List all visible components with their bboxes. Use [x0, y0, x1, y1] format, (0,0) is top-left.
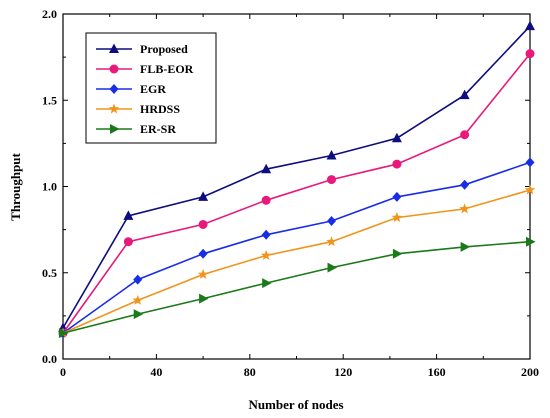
legend-marker — [108, 103, 120, 114]
legend-marker — [109, 43, 119, 53]
y-tick-label: 1.5 — [42, 93, 57, 107]
data-point — [326, 149, 337, 160]
data-point — [262, 278, 272, 289]
y-tick-label: 0.5 — [42, 266, 57, 280]
data-point — [327, 262, 338, 273]
data-point — [524, 184, 536, 195]
legend-marker — [109, 84, 119, 94]
data-point — [132, 294, 143, 305]
data-point — [261, 229, 271, 240]
plot-area: 0 40 80 120 160 200 0.0 0.5 1.0 1.5 2.0 — [42, 7, 539, 379]
legend: Proposed FLB-EOR EGR HRDSS ER-SR — [85, 32, 217, 144]
data-point — [526, 236, 536, 247]
data-point — [460, 130, 470, 140]
data-point — [392, 159, 402, 169]
data-point — [326, 236, 337, 247]
data-point — [199, 293, 209, 304]
legend-label: Proposed — [140, 42, 188, 56]
series-line — [62, 240, 531, 334]
data-point — [123, 237, 133, 247]
data-point — [123, 210, 134, 220]
x-tick-label: 200 — [521, 365, 539, 379]
data-point — [459, 89, 470, 100]
series-layer — [57, 20, 536, 339]
data-point — [59, 328, 69, 339]
data-point — [525, 157, 535, 168]
data-point — [260, 250, 272, 260]
series-line — [62, 161, 531, 334]
data-point — [261, 195, 271, 205]
data-point — [392, 248, 403, 259]
legend-label: EGR — [140, 82, 166, 96]
data-point — [327, 216, 337, 226]
series-line — [62, 189, 531, 334]
data-point — [261, 163, 272, 174]
data-point — [327, 175, 337, 185]
data-point — [459, 203, 470, 214]
data-point — [391, 132, 402, 143]
y-tick-label: 2.0 — [42, 7, 57, 21]
data-point — [133, 274, 143, 285]
series-line — [62, 53, 531, 334]
legend-marker — [109, 64, 119, 74]
series-flb-eor — [58, 49, 535, 338]
legend-label: HRDSS — [140, 102, 180, 116]
data-point — [133, 309, 144, 320]
x-tick-label: 80 — [244, 365, 256, 379]
data-point — [460, 241, 471, 252]
legend-box — [85, 32, 217, 144]
x-tick-label: 0 — [60, 365, 66, 379]
x-axis-title: Number of nodes — [248, 397, 343, 412]
data-point — [197, 268, 209, 279]
data-point — [198, 191, 209, 201]
legend-label: ER-SR — [140, 122, 176, 136]
data-point — [525, 49, 535, 59]
x-tick-label: 40 — [150, 365, 162, 379]
data-point — [198, 248, 208, 259]
data-point — [392, 191, 402, 202]
data-point — [391, 212, 403, 222]
legend-label: FLB-EOR — [140, 62, 194, 76]
data-point — [198, 219, 208, 229]
y-axis-title: Throughput — [8, 152, 23, 220]
data-point — [460, 179, 470, 190]
x-tick-label: 120 — [334, 365, 352, 379]
series-er-sr — [59, 236, 536, 339]
legend-marker — [110, 124, 120, 134]
series-hrdss — [57, 184, 536, 338]
y-tick-label: 1.0 — [42, 180, 57, 194]
y-tick-label: 0.0 — [42, 352, 57, 366]
series-line — [62, 25, 531, 329]
data-point — [525, 20, 535, 31]
x-tick-label: 160 — [428, 365, 446, 379]
